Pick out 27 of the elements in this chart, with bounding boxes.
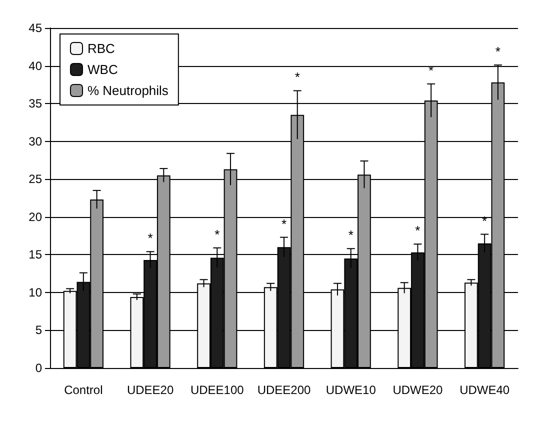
y-tick-label: 20 [28, 210, 42, 224]
x-tick-label: UDEE20 [126, 383, 174, 397]
y-tick-label: 45 [28, 21, 42, 35]
legend-label: WBC [88, 62, 118, 77]
x-tick-label: UDWE10 [326, 383, 376, 397]
y-tick-label: 35 [28, 96, 42, 111]
data-label: * [415, 223, 420, 238]
x-tick-label: UDEE100 [190, 383, 244, 397]
data-label: * [348, 228, 354, 243]
y-tick-label: 40 [28, 58, 42, 73]
data-label: * [495, 44, 500, 60]
y-tick-label: 15 [28, 248, 42, 262]
y-tick-label: 5 [35, 323, 42, 338]
y-tick-label: 0 [35, 361, 42, 375]
x-tick-label: UDWE20 [392, 383, 444, 397]
data-label: * [294, 70, 300, 85]
legend-label: % Neutrophils [88, 83, 169, 98]
data-label: * [281, 216, 287, 232]
x-tick-label: UDWE40 [460, 383, 510, 397]
y-tick-label: 30 [28, 134, 42, 148]
y-tick-label: 25 [28, 172, 42, 186]
y-tick-label: 10 [28, 285, 42, 300]
x-tick-label: Control [64, 383, 103, 397]
legend-label: RBC [88, 41, 115, 56]
data-label: * [148, 230, 153, 246]
data-label: * [214, 226, 220, 242]
x-tick-label: UDEE200 [257, 383, 311, 397]
